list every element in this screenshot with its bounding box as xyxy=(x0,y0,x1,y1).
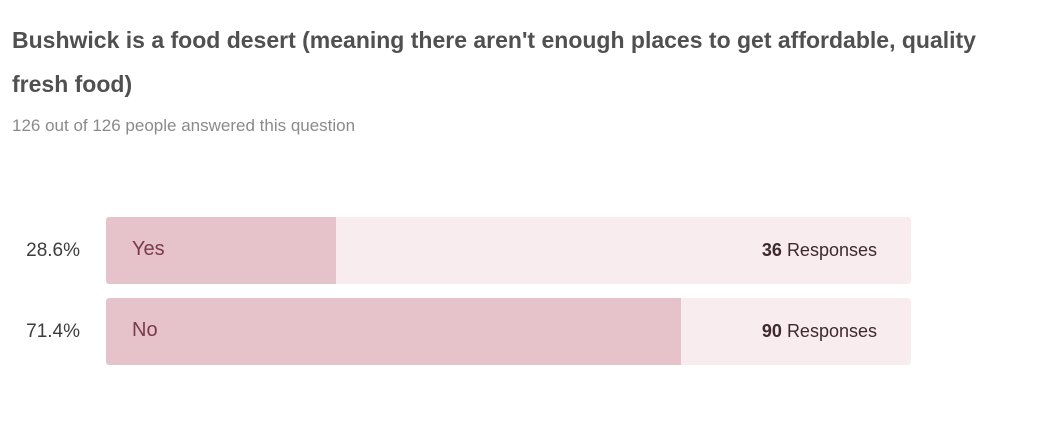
option-label-yes: Yes xyxy=(132,238,165,260)
bar-fill-no xyxy=(106,298,681,365)
bar-fill-yes xyxy=(106,217,336,284)
response-number-no: 90 xyxy=(761,321,782,341)
response-number-yes: 36 xyxy=(761,240,782,260)
percent-label-yes: 28.6% xyxy=(26,240,80,261)
question-title: Bushwick is a food desert (meaning there… xyxy=(12,27,976,97)
response-suffix-yes: Responses xyxy=(786,240,877,260)
bar-track-no: No 90 Responses xyxy=(106,298,911,365)
results-chart: 28.6% Yes 36 Responses 71.4% No 90 Respo… xyxy=(0,217,1040,379)
answered-count: 126 out of 126 people answered this ques… xyxy=(12,116,356,135)
option-label-no: No xyxy=(132,319,158,341)
result-row-no: 71.4% No 90 Responses xyxy=(0,298,1040,365)
response-suffix-no: Responses xyxy=(786,321,877,341)
percent-label-no: 71.4% xyxy=(26,321,80,342)
bar-track-yes: Yes 36 Responses xyxy=(106,217,911,284)
response-count-yes: 36 Responses xyxy=(762,217,877,284)
result-row-yes: 28.6% Yes 36 Responses xyxy=(0,217,1040,284)
response-count-no: 90 Responses xyxy=(762,298,877,365)
